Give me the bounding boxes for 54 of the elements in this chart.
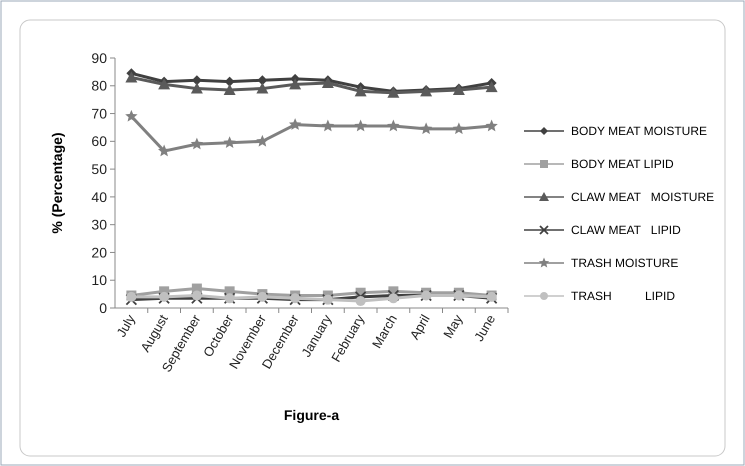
y-tick-label: 10 [91,272,108,288]
point [125,294,138,306]
legend-label: BODY MEAT LIPID [571,157,674,172]
point [387,290,400,302]
point [223,136,236,148]
point [256,292,268,304]
point [452,122,466,134]
point [192,75,202,86]
y-tick-label: 40 [91,188,108,205]
point [356,296,366,306]
y-tick-label: 30 [91,216,108,233]
point [257,292,268,302]
point [322,120,334,132]
point [190,292,203,304]
point [388,293,398,304]
legend-label: BODY MEAT MOISTURE [571,124,708,138]
point [387,120,400,132]
point [290,293,300,304]
point [256,134,269,147]
point [158,78,170,90]
point [224,84,236,95]
point [322,77,334,88]
y-tick-label: 50 [91,161,108,178]
point [158,292,170,304]
point [190,82,203,94]
point [256,82,268,94]
point [289,294,302,306]
point [224,76,235,87]
point [420,122,432,134]
point [190,138,204,150]
point [125,110,138,122]
point [485,120,498,132]
legend-label: TRASH LIPID [571,289,676,304]
y-tick-label: 60 [91,133,108,150]
y-axis-title: % (Percentage) [49,132,65,234]
point [354,85,367,96]
point [486,292,498,304]
legend-label: CLAW MEAT LIPID [571,223,682,238]
y-tick-label: 20 [91,244,108,260]
point [159,292,170,302]
point [486,81,498,92]
y-tick-label: 0 [99,300,108,316]
point [192,290,202,300]
point [125,71,138,82]
point [289,78,302,90]
y-tick-label: 90 [91,50,108,66]
legend-label: TRASH MOISTURE [571,256,678,270]
point [257,75,268,86]
point [288,118,302,130]
y-tick-label: 80 [91,78,108,94]
point [354,120,367,132]
legend-label: CLAW MEAT MOISTURE [571,190,714,204]
y-tick-label: 70 [91,105,108,122]
x-axis-title: Figure-a [284,407,340,423]
